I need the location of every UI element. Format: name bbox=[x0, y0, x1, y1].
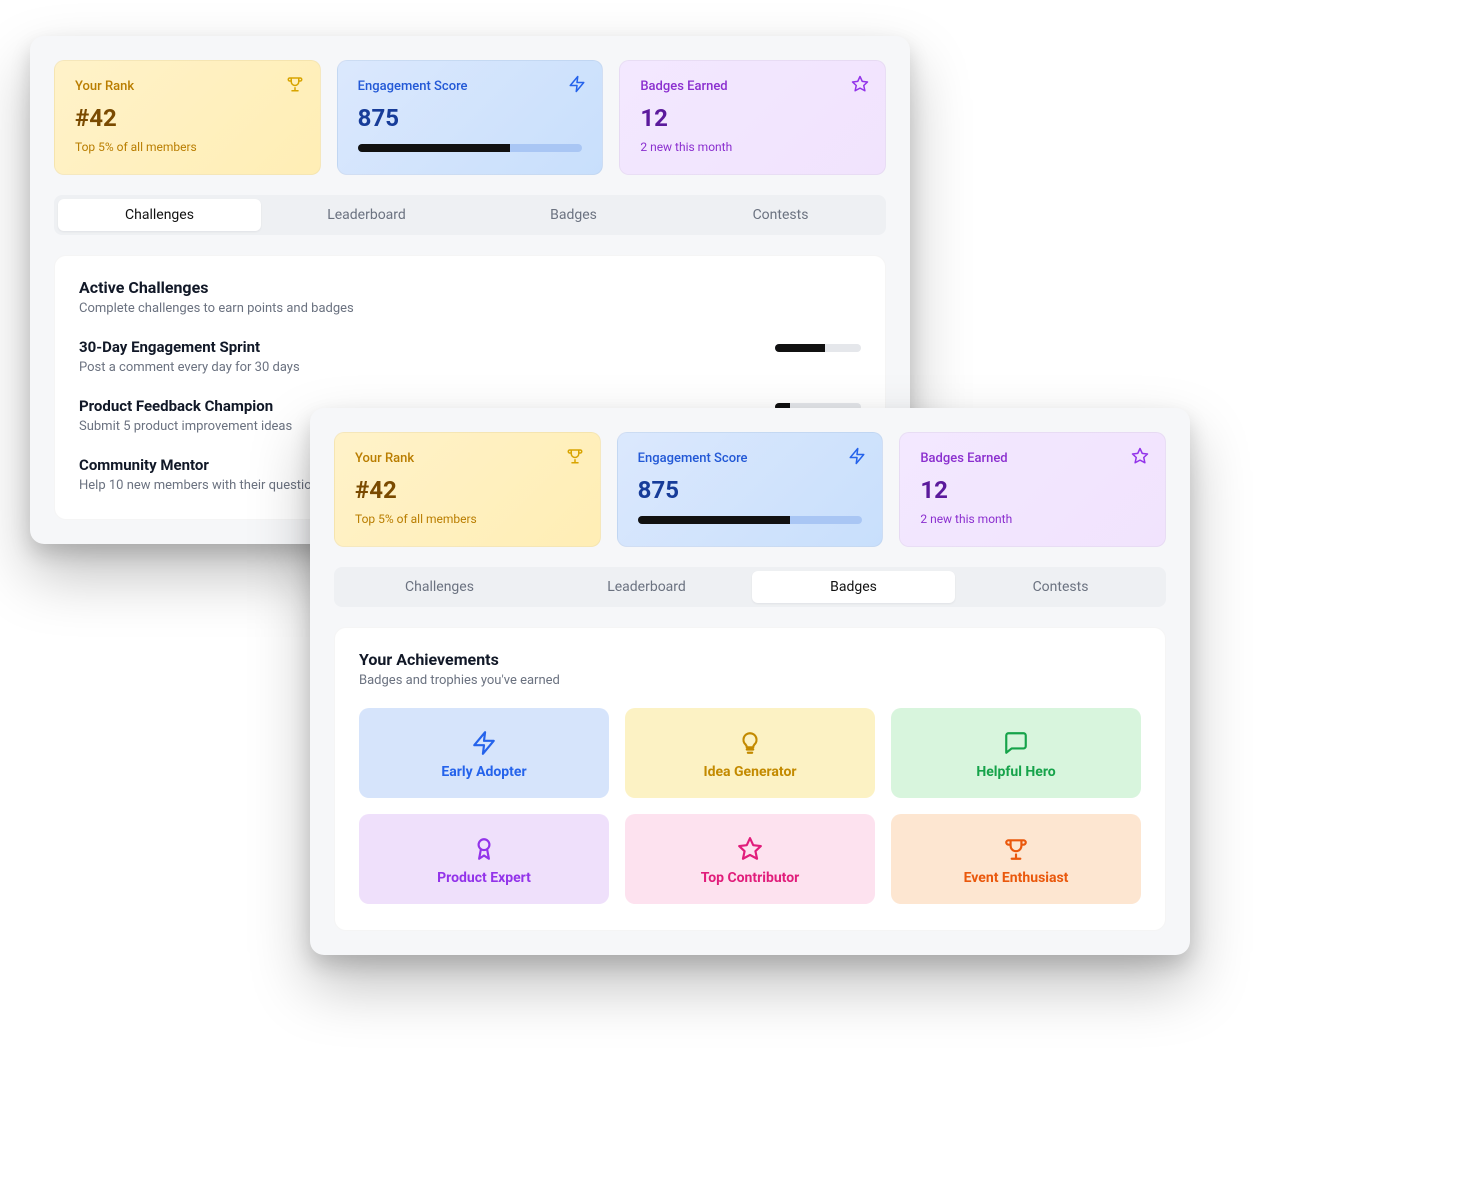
badge-card[interactable]: Event Enthusiast bbox=[891, 814, 1141, 904]
stat-card-engagement: Engagement Score 875 bbox=[617, 432, 884, 547]
message-icon bbox=[901, 730, 1131, 756]
stat-card-badges: Badges Earned 12 2 new this month bbox=[899, 432, 1166, 547]
badge-card[interactable]: Idea Generator bbox=[625, 708, 875, 798]
trophy-icon bbox=[901, 836, 1131, 862]
award-icon bbox=[369, 836, 599, 862]
engagement-progress-bar bbox=[638, 516, 791, 524]
engagement-progress-bar bbox=[358, 144, 511, 152]
stat-rank-title: Your Rank bbox=[75, 79, 300, 94]
stat-badges-title: Badges Earned bbox=[920, 451, 1145, 466]
challenge-title: 30-Day Engagement Sprint bbox=[79, 338, 861, 356]
tabs: ChallengesLeaderboardBadgesContests bbox=[54, 195, 886, 235]
trophy-icon bbox=[286, 75, 304, 93]
tabs: ChallengesLeaderboardBadgesContests bbox=[334, 567, 1166, 607]
badge-label: Idea Generator bbox=[635, 764, 865, 780]
tab-badges[interactable]: Badges bbox=[752, 571, 955, 603]
challenge-sub: Post a comment every day for 30 days bbox=[79, 360, 861, 375]
star-icon bbox=[1131, 447, 1149, 465]
stat-rank-value: #42 bbox=[75, 104, 300, 132]
stat-engagement-value: 875 bbox=[638, 476, 863, 504]
stat-card-rank: Your Rank #42 Top 5% of all members bbox=[54, 60, 321, 175]
stat-card-engagement: Engagement Score 875 bbox=[337, 60, 604, 175]
tab-leaderboard[interactable]: Leaderboard bbox=[265, 199, 468, 231]
badges-grid: Early Adopter Idea Generator Helpful Hero P… bbox=[359, 708, 1141, 904]
badges-subtitle: Badges and trophies you've earned bbox=[359, 673, 1141, 688]
challenge-progress bbox=[775, 344, 861, 352]
badge-card[interactable]: Product Expert bbox=[359, 814, 609, 904]
badge-card[interactable]: Early Adopter bbox=[359, 708, 609, 798]
badge-label: Helpful Hero bbox=[901, 764, 1131, 780]
stat-card-badges: Badges Earned 12 2 new this month bbox=[619, 60, 886, 175]
stat-badges-title: Badges Earned bbox=[640, 79, 865, 94]
engagement-progress bbox=[638, 516, 863, 524]
stat-badges-value: 12 bbox=[640, 104, 865, 132]
tab-leaderboard[interactable]: Leaderboard bbox=[545, 571, 748, 603]
tab-challenges[interactable]: Challenges bbox=[58, 199, 261, 231]
badge-label: Early Adopter bbox=[369, 764, 599, 780]
stat-rank-sub: Top 5% of all members bbox=[355, 512, 580, 526]
tab-contests[interactable]: Contests bbox=[959, 571, 1162, 603]
zap-icon bbox=[568, 75, 586, 93]
stat-card-rank: Your Rank #42 Top 5% of all members bbox=[334, 432, 601, 547]
stats-row: Your Rank #42 Top 5% of all members Enga… bbox=[54, 60, 886, 175]
tab-challenges[interactable]: Challenges bbox=[338, 571, 541, 603]
stat-badges-value: 12 bbox=[920, 476, 1145, 504]
star-icon bbox=[635, 836, 865, 862]
badge-card[interactable]: Helpful Hero bbox=[891, 708, 1141, 798]
bulb-icon bbox=[635, 730, 865, 756]
stat-engagement-value: 875 bbox=[358, 104, 583, 132]
stat-rank-title: Your Rank bbox=[355, 451, 580, 466]
stat-rank-value: #42 bbox=[355, 476, 580, 504]
stat-badges-sub: 2 new this month bbox=[920, 512, 1145, 526]
dashboard-panel-badges: Your Rank #42 Top 5% of all members Enga… bbox=[310, 408, 1190, 955]
badge-label: Product Expert bbox=[369, 870, 599, 886]
challenge-item[interactable]: 30-Day Engagement Sprint Post a comment e… bbox=[79, 338, 861, 375]
badges-card: Your Achievements Badges and trophies yo… bbox=[334, 627, 1166, 931]
stats-row: Your Rank #42 Top 5% of all members Enga… bbox=[334, 432, 1166, 547]
stat-engagement-title: Engagement Score bbox=[358, 79, 583, 94]
tab-contests[interactable]: Contests bbox=[679, 199, 882, 231]
badge-label: Event Enthusiast bbox=[901, 870, 1131, 886]
star-icon bbox=[851, 75, 869, 93]
zap-icon bbox=[848, 447, 866, 465]
engagement-progress bbox=[358, 144, 583, 152]
badge-label: Top Contributor bbox=[635, 870, 865, 886]
challenges-title: Active Challenges bbox=[79, 278, 861, 297]
stat-rank-sub: Top 5% of all members bbox=[75, 140, 300, 154]
badge-card[interactable]: Top Contributor bbox=[625, 814, 875, 904]
stat-engagement-title: Engagement Score bbox=[638, 451, 863, 466]
trophy-icon bbox=[566, 447, 584, 465]
tab-badges[interactable]: Badges bbox=[472, 199, 675, 231]
zap-icon bbox=[369, 730, 599, 756]
challenge-progress-bar bbox=[775, 344, 825, 352]
challenges-subtitle: Complete challenges to earn points and b… bbox=[79, 301, 861, 316]
stat-badges-sub: 2 new this month bbox=[640, 140, 865, 154]
badges-title: Your Achievements bbox=[359, 650, 1141, 669]
